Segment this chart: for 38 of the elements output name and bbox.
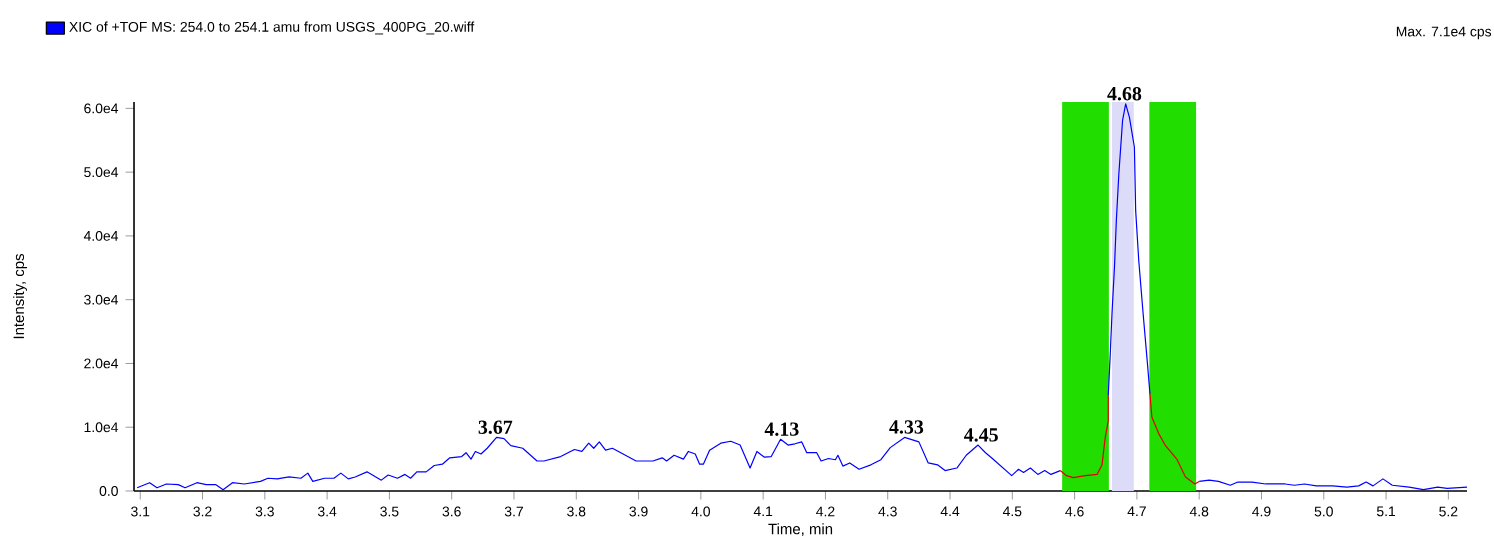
- x-tick-label: 4.5: [1002, 506, 1022, 517]
- y-tick-label: 5.0e4: [84, 167, 119, 178]
- text: Max. 7.1e4 cps: [1396, 26, 1492, 40]
- annotation: 3.67: [478, 420, 513, 435]
- x-tick-label: 5.1: [1376, 506, 1396, 517]
- x-tick-label: 3.6: [442, 506, 461, 517]
- x-axis-title: Time, min: [768, 523, 833, 537]
- y-axis-title: Intensity, cps: [13, 253, 27, 339]
- annotation: 4.33: [889, 420, 924, 434]
- x-tick-label: 3.4: [317, 506, 337, 517]
- x-tick-label: 5.0: [1314, 506, 1333, 517]
- annotation: 4.13: [764, 422, 799, 436]
- x-tick-label: 4.6: [1065, 506, 1084, 517]
- x-tick-label: 3.2: [193, 506, 212, 517]
- x-tick-label: 3.8: [567, 506, 586, 517]
- x-tick-label: 3.5: [380, 506, 399, 517]
- x-tick-label: 3.3: [255, 506, 274, 517]
- y-tick-label: 1.0e4: [84, 422, 119, 433]
- y-tick-label: 2.0e4: [84, 358, 119, 369]
- y-tick-label: 6.0e4: [84, 103, 119, 114]
- y-tick-label: 3.0e4: [84, 294, 119, 305]
- x-tick-label: 3.7: [504, 506, 523, 517]
- x-tick-label: 4.3: [878, 506, 897, 517]
- legend-label: XIC of +TOF MS: 254.0 to 254.1 amu from USGS_400PG_20.wiff: [69, 21, 475, 35]
- x-tick-label: 3.9: [629, 506, 648, 517]
- x-tick-label: 4.7: [1127, 506, 1146, 517]
- x-tick-label: 4.0: [691, 506, 711, 517]
- x-tick-label: 5.2: [1439, 506, 1458, 517]
- x-tick-label: 4.2: [816, 506, 835, 517]
- x-tick-label: 4.1: [753, 506, 773, 517]
- annotation: 4.45: [964, 428, 998, 442]
- annotation: 4.68: [1107, 86, 1142, 101]
- x-tick-label: 3.1: [131, 506, 150, 517]
- x-tick-label: 4.8: [1189, 506, 1209, 517]
- y-tick-label: 4.0e4: [83, 230, 119, 241]
- x-tick-label: 4.4: [940, 506, 960, 517]
- x-tick-label: 4.9: [1252, 506, 1271, 517]
- y-tick-label: 0.0: [99, 486, 118, 496]
